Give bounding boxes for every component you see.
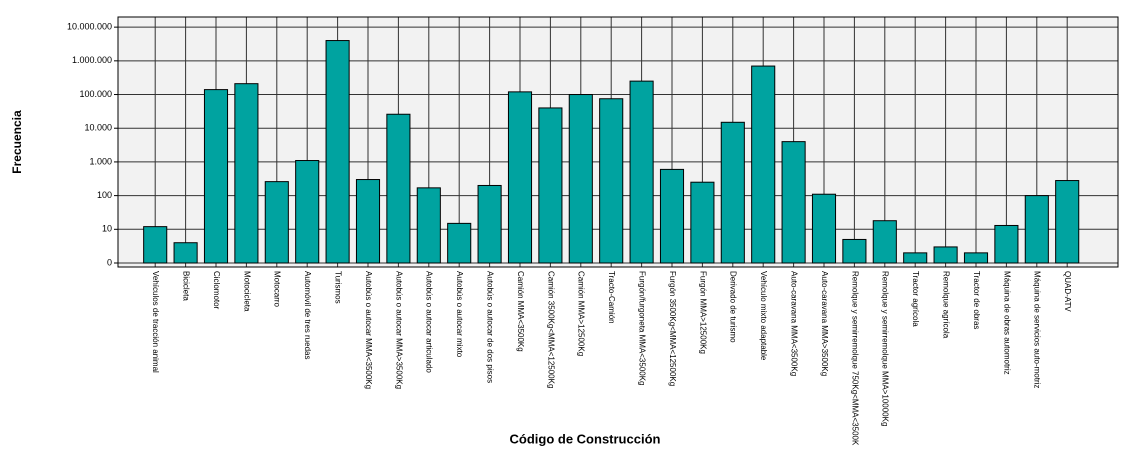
x-tick-label: Remolque agrícola (941, 271, 950, 339)
bar (1024, 195, 1049, 264)
x-tick-label: Furgón/furgoneta MMA<3500Kg (637, 271, 646, 386)
plot-border (117, 16, 1119, 268)
y-tick-label: 0 (107, 257, 112, 267)
bar (963, 252, 989, 264)
bar (781, 141, 806, 264)
x-tick-label: Motocicleta (242, 271, 251, 312)
bar (173, 242, 198, 264)
bar (629, 80, 654, 264)
x-tick-label: Derivado de turismo (729, 271, 738, 343)
bar (447, 222, 472, 264)
y-tick-label: 10.000 (84, 123, 112, 133)
bar (994, 224, 1019, 264)
bar (933, 246, 958, 264)
bar (295, 160, 320, 264)
y-tick-label: 10.000.000 (67, 22, 112, 32)
x-tick-label: Autobús o autocar de dos pisos (485, 271, 494, 383)
x-tick-label: Auto-caravana MMA<3500Kg (789, 271, 798, 376)
y-tick-label: 100.000 (79, 89, 112, 99)
x-tick-label: Furgón 3500Kg<MMA<12500Kg (668, 271, 677, 386)
x-tick-label: Máquina de obras automotriz (1002, 271, 1011, 375)
x-tick-label: Automóvil de tres ruedas (303, 271, 312, 360)
x-tick-label: Autobús o autocar MMA<3500Kg (364, 271, 373, 389)
x-tick-label: Autobús o autocar mixto (455, 271, 464, 358)
x-tick-label: Tractor de obras (972, 271, 981, 329)
bar (568, 94, 593, 264)
bar (143, 226, 168, 264)
x-tick-label: Tracto-Camión (607, 271, 616, 324)
bar (599, 98, 624, 264)
bar (264, 181, 289, 264)
x-tick-label: Bicicleta (181, 271, 190, 301)
x-tick-label: Auto-caravana MMA>3500Kg (820, 271, 829, 376)
bar (811, 193, 837, 264)
y-tick-label: 100 (97, 190, 112, 200)
bar (690, 181, 715, 264)
y-axis-title: Frecuencia (10, 110, 24, 174)
bar (720, 121, 745, 264)
x-tick-label: Tractor agrícola (911, 271, 920, 327)
x-axis-title: Código de Construcción (510, 431, 661, 446)
bar (842, 238, 867, 264)
bar (477, 184, 502, 264)
bar (751, 65, 776, 264)
x-tick-label: Motocarro (273, 271, 282, 308)
bar (538, 107, 563, 264)
y-tick-label: 1.000.000 (72, 55, 112, 65)
x-tick-label: Máquina de servicios auto-motriz (1033, 271, 1042, 388)
x-tick-label: Autobús o autocar MMA>3500Kg (394, 271, 403, 389)
x-tick-label: Camión MMA<3500Kg (516, 271, 525, 352)
y-tick-label: 1.000 (89, 156, 112, 166)
bar (903, 252, 928, 264)
bar (203, 89, 229, 264)
bar (659, 168, 685, 264)
x-tick-label: Vehículo mixto adaptable (759, 271, 768, 361)
x-tick-label: Camión 3500Kg<MMA<12500Kg (546, 271, 555, 388)
x-tick-label: Remolque y semirremolque MMA>10000Kg (881, 271, 890, 426)
x-tick-label: Ciclomotor (212, 271, 221, 310)
x-tick-label: Furgón MMA>12500Kg (698, 271, 707, 354)
x-tick-label: Turismos (333, 271, 342, 304)
bar (507, 91, 533, 264)
bar (1055, 180, 1080, 264)
x-tick-label: Remolque y semirremolque 750Kg<MMA<3500K (850, 271, 859, 446)
x-tick-label: QUAD-ATV (1063, 271, 1072, 312)
bar (872, 220, 897, 264)
x-tick-label: Vehículos de tracción animal (151, 271, 160, 373)
bar (325, 40, 350, 264)
bar (234, 83, 259, 264)
bar (355, 179, 381, 264)
x-tick-label: Camión MMA>12500Kg (577, 271, 586, 356)
bar (386, 113, 411, 264)
y-tick-label: 10 (102, 224, 112, 234)
x-tick-label: Autobús o autocar articulado (425, 271, 434, 373)
bar (416, 187, 441, 264)
